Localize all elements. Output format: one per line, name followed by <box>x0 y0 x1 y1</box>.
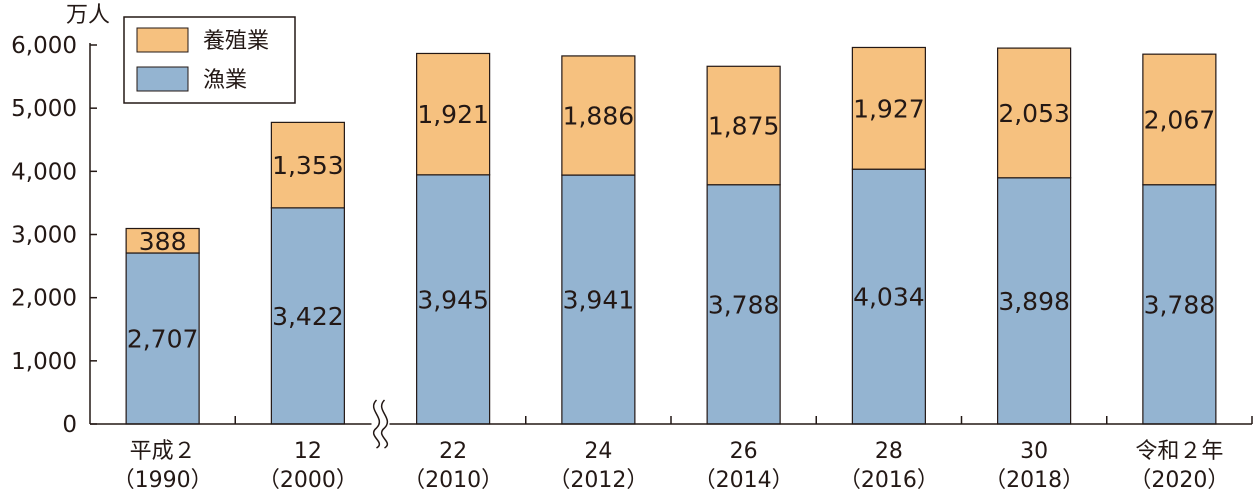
bar-aquaculture <box>125 227 200 254</box>
x-tick-sublabel: （1990） <box>113 468 213 493</box>
x-tick-label: 30 <box>1020 439 1048 464</box>
bar-aquaculture <box>416 52 491 176</box>
bar-aquaculture <box>270 121 345 209</box>
bar-fishery <box>851 168 926 425</box>
data-label-aquaculture: 388 <box>139 227 187 256</box>
bar-aquaculture <box>1142 53 1217 186</box>
x-tick-sublabel: （2010） <box>403 468 503 493</box>
data-label-aquaculture: 1,927 <box>853 94 925 123</box>
axis-break-line <box>380 399 389 449</box>
data-label-aquaculture: 2,053 <box>998 99 1070 128</box>
legend-label-aquaculture: 養殖業 <box>203 29 269 54</box>
data-label-fishery: 3,945 <box>417 285 489 314</box>
x-tick-sublabel: （2018） <box>984 468 1084 493</box>
y-tick-label: 6,000 <box>11 33 77 59</box>
y-axis-unit: 万人 <box>66 3 110 28</box>
data-label-aquaculture: 1,886 <box>563 101 635 130</box>
x-tick-sublabel: （2012） <box>548 468 648 493</box>
x-tick-label: 22 <box>439 439 467 464</box>
bars-layer: 2,707 388 3,422 1,353 3,945 1,921 3,941 1,886 3,… <box>125 46 1217 425</box>
x-tick-sublabel: （2000） <box>258 468 358 493</box>
y-tick-label: 5,000 <box>11 96 77 122</box>
bar-fishery <box>1142 184 1217 425</box>
data-label-fishery: 3,422 <box>272 302 344 331</box>
x-tick-label: 平成２ <box>130 439 196 464</box>
axis-break-line <box>372 399 381 449</box>
y-tick-label: 3,000 <box>11 223 77 249</box>
legend: 養殖業 漁業 <box>123 16 296 104</box>
data-label-aquaculture: 1,921 <box>417 100 489 129</box>
x-tick-sublabel: （2014） <box>694 468 794 493</box>
data-label-fishery: 3,788 <box>708 290 780 319</box>
x-tick-label: 令和２年 <box>1135 439 1223 464</box>
y-ticks-layer: 0 1,000 2,000 3,000 4,000 5,000 6,000 <box>11 33 1253 450</box>
x-tick-label: 26 <box>730 439 758 464</box>
bar-aquaculture <box>997 47 1072 179</box>
y-tick-label: 4,000 <box>11 159 77 185</box>
x-tick-label: 24 <box>584 439 612 464</box>
x-tick-label: 28 <box>875 439 903 464</box>
legend-swatch-aquaculture <box>136 27 189 53</box>
bar-fishery <box>416 174 491 425</box>
bar-fishery <box>997 177 1072 425</box>
data-label-fishery: 2,707 <box>127 325 199 354</box>
bar-aquaculture <box>706 65 781 186</box>
bar-aquaculture <box>561 55 636 176</box>
data-label-aquaculture: 1,353 <box>272 151 344 180</box>
data-label-fishery: 3,941 <box>563 286 635 315</box>
bar-fishery <box>125 252 200 425</box>
data-label-fishery: 3,788 <box>1144 290 1216 319</box>
x-labels-layer: 平成２ （1990） 12 （2000） 22 （2010） 24 （2012） 26 （2014… <box>113 439 1230 493</box>
data-label-aquaculture: 2,067 <box>1144 105 1216 134</box>
y-tick-label: 0 <box>62 412 77 438</box>
y-tick-label: 2,000 <box>11 286 77 312</box>
x-tick-sublabel: （2020） <box>1129 468 1229 493</box>
data-label-fishery: 3,898 <box>998 287 1070 316</box>
x-tick-label: 12 <box>294 439 322 464</box>
legend-swatch-fishery <box>136 66 189 92</box>
y-tick-label: 1,000 <box>11 349 77 375</box>
bar-aquaculture <box>851 46 926 170</box>
legend-label-fishery: 漁業 <box>203 68 247 93</box>
data-label-aquaculture: 1,875 <box>708 112 780 141</box>
data-label-fishery: 4,034 <box>853 283 925 312</box>
x-tick-sublabel: （2016） <box>839 468 939 493</box>
